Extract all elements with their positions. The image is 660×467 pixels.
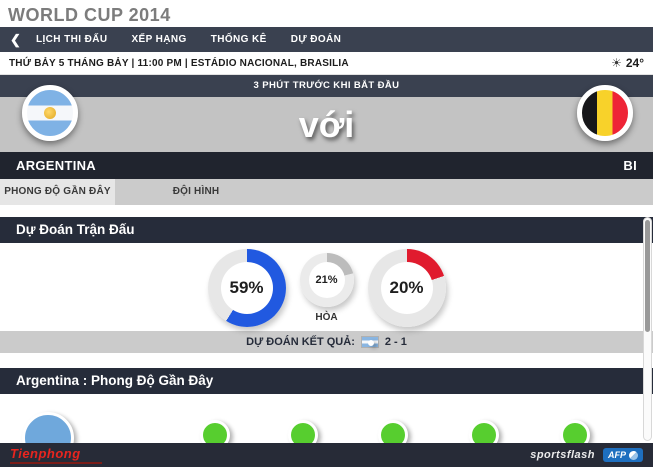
content-scrollbar-track[interactable] bbox=[643, 217, 652, 441]
home-team-name: ARGENTINA bbox=[16, 158, 96, 173]
content-scrollbar-thumb[interactable] bbox=[645, 220, 650, 332]
afp-badge: AFP bbox=[603, 448, 643, 462]
back-icon[interactable]: ❮ bbox=[10, 31, 21, 47]
match-hero: 3 PHÚT TRƯỚC KHI BẮT ĐẦU với bbox=[0, 75, 653, 152]
team-name-bar: ARGENTINA BI bbox=[0, 152, 653, 179]
form-result-dot bbox=[288, 420, 318, 443]
prediction-section-header: Dự Đoán Trận Đấu bbox=[0, 217, 653, 243]
publisher-logo: Tienphong bbox=[10, 447, 102, 464]
predicted-score: 2 - 1 bbox=[384, 336, 407, 348]
argentina-mini-flag-icon bbox=[360, 336, 379, 348]
nav-item-thong-ke[interactable]: THỐNG KÊ bbox=[210, 34, 267, 45]
page-title: WORLD CUP 2014 bbox=[8, 5, 171, 25]
away-team-name: BI bbox=[623, 158, 637, 173]
argentina-flag bbox=[22, 85, 78, 141]
tienphong-tagline bbox=[10, 461, 102, 464]
form-result-dot bbox=[200, 420, 230, 443]
argentina-win-pct: 59% bbox=[229, 278, 264, 297]
main-navbar: ❮ LỊCH THI ĐẤU XẾP HẠNG THỐNG KÊ DỰ ĐOÁN bbox=[0, 27, 653, 52]
predicted-result-band: DỰ ĐOÁN KẾT QUẢ: 2 - 1 bbox=[0, 331, 653, 353]
tab-doi-hinh[interactable]: ĐỘI HÌNH bbox=[172, 186, 220, 197]
prediction-donut-charts: 59% 21% HÒA 20% bbox=[0, 243, 653, 331]
form-result-dot bbox=[560, 420, 590, 443]
donut-draw: 21% bbox=[299, 253, 354, 307]
form-result-dot bbox=[469, 420, 499, 443]
match-info-bar: THỨ BẢY 5 THÁNG BẢY | 11:00 PM | ESTÁDIO… bbox=[0, 52, 653, 75]
draw-label: HÒA bbox=[315, 312, 338, 323]
page-header: WORLD CUP 2014 bbox=[0, 0, 653, 27]
donut-belgium-wrap: 20% bbox=[367, 249, 446, 327]
predicted-result-label: DỰ ĐOÁN KẾT QUẢ: bbox=[246, 336, 355, 348]
temperature: 24° bbox=[625, 56, 644, 70]
countdown-banner: 3 PHÚT TRƯỚC KHI BẮT ĐẦU bbox=[0, 75, 653, 97]
nav-item-du-doan[interactable]: DỰ ĐOÁN bbox=[290, 34, 342, 45]
versus-label: với bbox=[298, 103, 355, 145]
donut-argentina-wrap: 59% bbox=[207, 249, 286, 327]
donut-belgium: 20% bbox=[367, 249, 446, 327]
form-result-dot bbox=[378, 420, 408, 443]
recent-form-row bbox=[0, 394, 653, 443]
belgium-win-pct: 20% bbox=[389, 278, 424, 297]
form-section-header: Argentina : Phong Độ Gần Đây bbox=[0, 368, 653, 394]
nav-item-lich-thi-dau[interactable]: LỊCH THI ĐẤU bbox=[36, 34, 108, 45]
draw-pct: 21% bbox=[315, 274, 338, 286]
tienphong-logo: Tienphong bbox=[10, 445, 81, 461]
sun-icon: ☀ bbox=[611, 56, 622, 70]
tab-phong-do-gan-day[interactable]: PHONG ĐỘ GẦN ĐÂY bbox=[0, 179, 115, 205]
tab-bar: PHONG ĐỘ GẦN ĐÂY ĐỘI HÌNH bbox=[0, 179, 653, 205]
match-schedule: THỨ BẢY 5 THÁNG BẢY | 11:00 PM | ESTÁDIO… bbox=[9, 57, 349, 69]
footer-bar: Tienphong sportsflash AFP bbox=[0, 443, 653, 467]
afp-logo: AFP bbox=[608, 450, 626, 460]
afp-globe-icon bbox=[629, 450, 638, 460]
weather-widget: ☀ 24° bbox=[611, 56, 644, 70]
belgium-flag bbox=[577, 85, 633, 141]
nav-item-xep-hang[interactable]: XẾP HẠNG bbox=[131, 34, 187, 45]
donut-argentina: 59% bbox=[207, 249, 286, 327]
sportsflash-logo: sportsflash bbox=[530, 449, 595, 461]
form-result-dot bbox=[22, 412, 74, 443]
donut-draw-wrap: 21% HÒA bbox=[299, 253, 354, 323]
